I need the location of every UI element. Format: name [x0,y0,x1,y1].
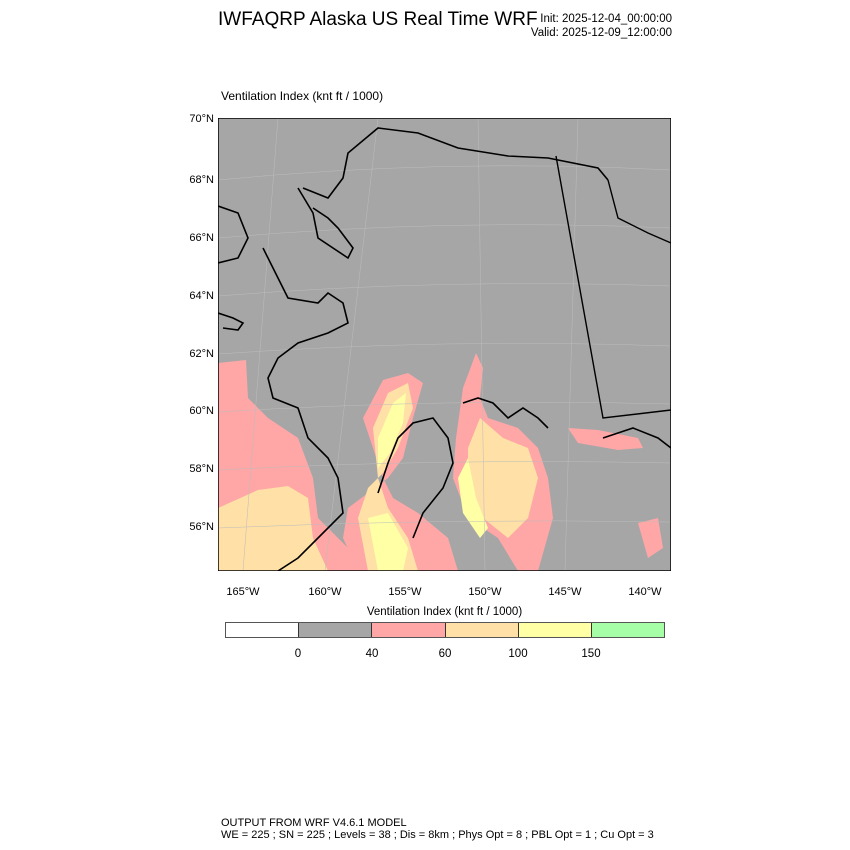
init-time: Init: 2025-12-04_00:00:00 [540,13,672,25]
colorbar-segment [298,623,372,637]
coastline [218,127,671,571]
colorbar-segment [226,623,299,637]
lat-label: 64°N [189,290,214,302]
lon-label: 140°W [628,586,662,598]
lon-label: 145°W [548,586,582,598]
lat-label: 62°N [189,348,214,360]
valid-time: Valid: 2025-12-09_12:00:00 [530,27,672,39]
canada-border [555,155,671,419]
time-info: Init: 2025-12-04_00:00:00 Valid: 2025-12… [531,12,672,40]
lat-label: 70°N [189,113,214,125]
contour-100-150-central [368,393,408,571]
yukon-coast [607,179,671,244]
contour-60-100-east [468,418,538,538]
colorbar-label: 60 [438,648,452,660]
footer-line2: WE = 225 ; SN = 225 ; Levels = 38 ; Dis … [221,829,654,841]
lat-label: 60°N [189,405,214,417]
colorbar-segment [590,623,665,637]
field-label: Ventilation Index (knt ft / 1000) [221,89,384,103]
colorbar [225,622,665,638]
lat-label: 56°N [189,521,214,533]
lat-label: 66°N [189,232,214,244]
contour-40-60-gulf [568,428,663,558]
colorbar-title: Ventilation Index (knt ft / 1000) [366,606,523,618]
lon-label: 155°W [388,586,422,598]
lon-label: 165°W [226,586,260,598]
lon-label: 160°W [308,586,342,598]
graticule [218,118,671,571]
contour-100-150-east [458,458,488,538]
lat-label: 58°N [189,463,214,475]
lon-label: 150°W [468,586,502,598]
lat-label: 68°N [189,174,214,186]
footer-line1: OUTPUT FROM WRF V4.6.1 MODEL [221,817,407,829]
colorbar-label: 0 [294,648,302,660]
colorbar-segment [517,623,591,637]
chart-title: IWFAQRP Alaska US Real Time WRF [218,9,538,30]
model-info: OUTPUT FROM WRF V4.6.1 MODEL WE = 225 ; … [221,817,654,841]
colorbar-label: 40 [365,648,379,660]
colorbar-segment [444,623,518,637]
colorbar-label: 150 [581,648,601,660]
ventilation-index-map [218,118,671,571]
contour-60-100-west [218,486,328,571]
colorbar-label: 100 [508,648,528,660]
colorbar-segment [371,623,445,637]
